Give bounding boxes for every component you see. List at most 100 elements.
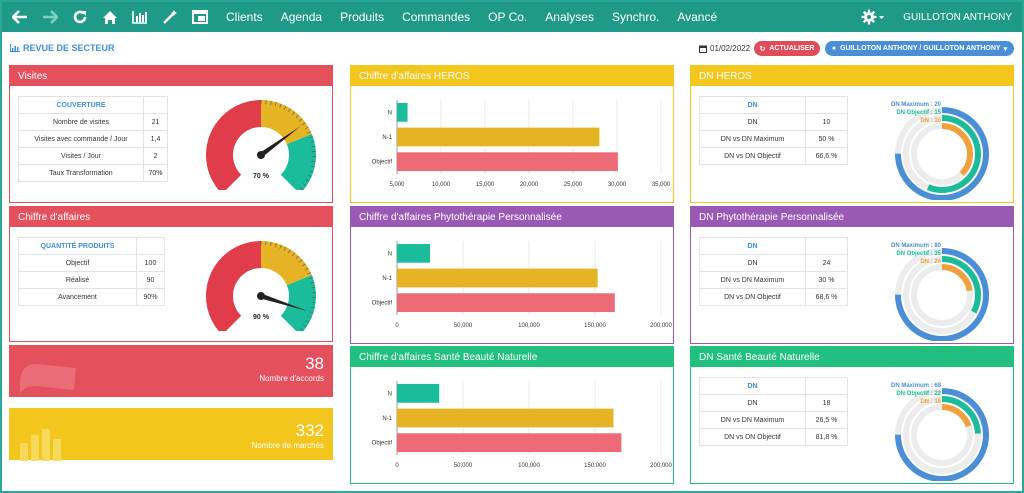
dn-title-heros: DN HEROS [691, 66, 1013, 86]
top-navbar: Clients Agenda Produits Commandes OP Co.… [2, 2, 1022, 32]
gauge-tick [310, 141, 315, 143]
refresh-button-label: ACTUALISER [769, 45, 815, 52]
y-category-label: N [388, 391, 392, 397]
gauge-tick [310, 165, 315, 168]
menu-item-clients[interactable]: Clients [226, 10, 263, 24]
ring-label: DN Objectif : 22 [896, 391, 941, 397]
gauge-tick [307, 131, 311, 134]
x-tick-label: 0 [395, 463, 399, 469]
ca-panel: Chiffre d'affaires QUANTITÉ PRODUITS Obj… [9, 206, 333, 342]
ring-value [895, 107, 989, 200]
ring-value [903, 115, 981, 193]
x-tick-label: 50,000 [454, 463, 473, 469]
window-icon[interactable] [188, 6, 212, 28]
table-cell: Visites avec commande / Jour [18, 130, 144, 148]
gauge-tick [308, 136, 313, 139]
table-cell: Taux Transformation [18, 164, 144, 182]
user-name[interactable]: GUILLOTON ANTHONY [903, 11, 1012, 23]
dn-panel-phyto: DN Phytothérapie Personnalisée DN DN 24 D… [690, 206, 1014, 344]
bar [397, 243, 430, 263]
dn-table-sante: DN DN 18 DN vs DN Maximum 26,5 % DN vs DN … [699, 377, 848, 446]
gauge-tick [292, 252, 295, 256]
page-title: REVUE DE SECTEUR [10, 43, 115, 53]
x-tick-label: 25,000 [564, 182, 583, 188]
y-category-label: Objectif [372, 301, 393, 307]
refresh-icon[interactable] [68, 6, 92, 28]
table-cell: 2 [143, 147, 168, 165]
gauge-tick [311, 161, 316, 163]
ring-value [903, 396, 981, 474]
table-cell: 50 % [805, 130, 848, 148]
menu-item-commandes[interactable]: Commandes [402, 10, 471, 24]
x-tick-label: 100,000 [518, 323, 540, 329]
gauge-tick [303, 324, 307, 328]
ring-value [895, 388, 989, 481]
x-tick-label: 5,000 [389, 182, 405, 188]
gauge-segment [280, 274, 316, 331]
x-tick-label: 30,000 [608, 182, 627, 188]
dn-panel-sante: DN Santé Beauté Naturelle DN DN 18 DN vs … [690, 346, 1014, 484]
y-category-label: Objectif [372, 160, 393, 166]
refresh-icon: ↻ [759, 45, 766, 53]
menu-item-agenda[interactable]: Agenda [280, 10, 323, 24]
x-tick-label: 35,000 [652, 182, 671, 188]
forward-arrow-icon[interactable] [38, 6, 62, 28]
gauge-tick [283, 105, 287, 110]
table-cell: DN vs DN Maximum [699, 271, 806, 289]
gauge-hub [257, 151, 265, 159]
gauge-tick [310, 306, 315, 309]
user-selector-button[interactable]: ● GUILLOTON ANTHONY / GUILLOTON ANTHONY … [825, 41, 1014, 56]
bar [397, 127, 600, 147]
back-arrow-icon[interactable] [8, 6, 32, 28]
gauge-tick [311, 146, 316, 148]
marches-stat: 332 Nombre de marchés [252, 421, 324, 450]
ring-label: DN Maximum : 80 [891, 243, 942, 249]
menu-item-op-co[interactable]: OP Co. [488, 10, 528, 24]
table-cell: DN vs DN Objectif [699, 428, 806, 446]
page-header: REVUE DE SECTEUR 01/02/2022 ↻ ACTUALISER… [2, 38, 1022, 60]
gauge-tick [305, 179, 310, 182]
refresh-button[interactable]: ↻ ACTUALISER [754, 41, 820, 56]
table-cell: Visites / Jour [18, 147, 144, 165]
table-row: Réalisé 90 [18, 271, 165, 289]
menu-item-synchro[interactable]: Synchro. [611, 10, 660, 24]
caret-down-icon: ▾ [1003, 45, 1008, 53]
chart-icon [10, 44, 20, 52]
bar-chart-icon[interactable] [128, 6, 152, 28]
ring-label: DN Maximum : 20 [891, 102, 942, 108]
date-text: 01/02/2022 [710, 44, 751, 53]
visites-panel: Visites COUVERTURE Nombre de visites 21 V… [9, 65, 333, 203]
dn-radial-chart-sante: DN Maximum : 68 DN Objectif : 22 DN : 18 [891, 383, 989, 481]
table-cell: DN [699, 394, 806, 412]
gauge-tick [309, 170, 314, 173]
table-cell: DN vs DN Maximum [699, 130, 806, 148]
menu-item-analyses[interactable]: Analyses [545, 10, 594, 24]
table-cell: 10 [805, 113, 848, 131]
bar-chart-sante: 0 50,000 100,000 150,000 200,000 N N-1 Objectif [372, 381, 673, 469]
menu-item-avance[interactable]: Avancé [677, 10, 718, 24]
y-category-label: N-1 [382, 276, 392, 282]
gauge-segment [280, 133, 316, 190]
bar [397, 433, 622, 453]
bar [397, 383, 440, 403]
table-cell: 18 [805, 394, 848, 412]
x-tick-label: 50,000 [454, 323, 473, 329]
settings-gear-icon[interactable] [861, 9, 885, 25]
table-cell: 81,8 % [805, 428, 848, 446]
gauge-hub [257, 292, 265, 300]
table-cell-empty [805, 96, 848, 114]
dn-title-sante: DN Santé Beauté Naturelle [691, 347, 1013, 367]
magic-wand-icon[interactable] [158, 6, 182, 28]
ca-gauge: 90 % [205, 241, 316, 331]
x-tick-label: 20,000 [520, 182, 539, 188]
y-category-label: N [388, 110, 392, 116]
ring-value [903, 256, 981, 334]
table-cell-empty [805, 377, 848, 395]
ca-panel-title: Chiffre d'affaires [10, 207, 332, 227]
bar [397, 102, 408, 122]
table-cell: Nombre de visites [18, 113, 144, 131]
home-icon[interactable] [98, 6, 122, 28]
table-cell: 66,6 % [805, 147, 848, 165]
table-row: Objectif 100 [18, 254, 165, 272]
menu-item-produits[interactable]: Produits [340, 10, 385, 24]
